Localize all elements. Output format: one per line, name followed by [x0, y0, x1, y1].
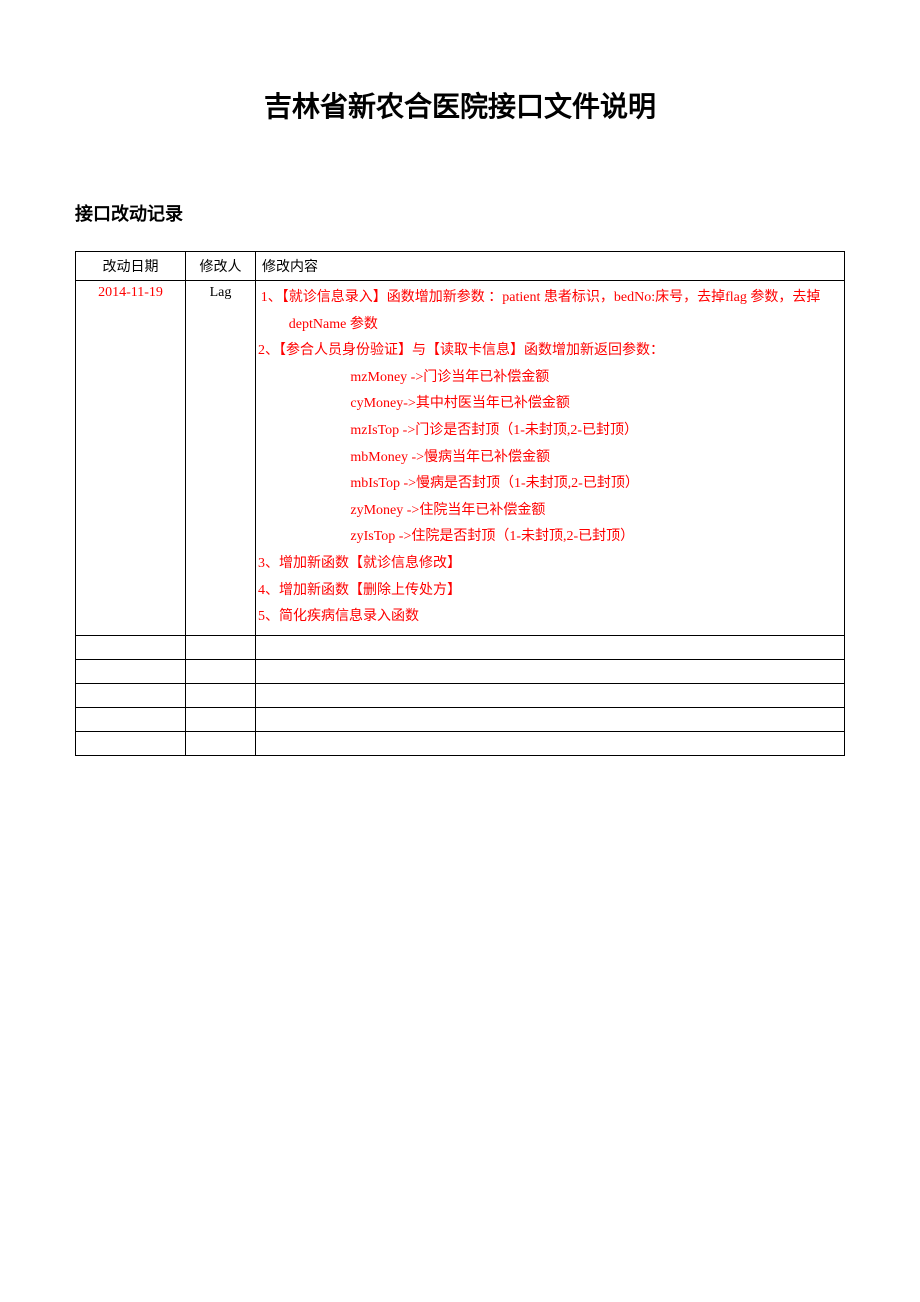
- empty-cell: [76, 635, 186, 659]
- col-header-content: 修改内容: [256, 252, 845, 281]
- content-line: zyIsTop ->住院是否封顶（1-未封顶,2-已封顶）: [258, 524, 838, 551]
- empty-cell: [186, 683, 256, 707]
- content-line: 1、【就诊信息录入】函数增加新参数 ：patient 患者标识，bedNo:床号…: [258, 285, 838, 338]
- document-title: 吉林省新农合医院接口文件说明: [75, 85, 845, 125]
- empty-cell: [256, 731, 845, 755]
- content-line: mzMoney ->门诊当年已补偿金额: [258, 365, 838, 392]
- empty-cell: [186, 707, 256, 731]
- empty-cell: [256, 659, 845, 683]
- table-header-row: 改动日期 修改人 修改内容: [76, 252, 845, 281]
- table-row-empty: [76, 659, 845, 683]
- content-line: cyMoney->其中村医当年已补偿金额: [258, 391, 838, 418]
- empty-cell: [76, 707, 186, 731]
- content-line: zyMoney ->住院当年已补偿金额: [258, 498, 838, 525]
- table-body: 2014-11-19 Lag 1、【就诊信息录入】函数增加新参数 ：patien…: [76, 281, 845, 756]
- content-line: 2、【参合人员身份验证】与【读取卡信息】函数增加新返回参数：: [258, 338, 838, 365]
- table-row-empty: [76, 635, 845, 659]
- content-line: 5、简化疾病信息录入函数: [258, 604, 838, 631]
- empty-cell: [76, 659, 186, 683]
- content-line: 4、增加新函数【删除上传处方】: [258, 578, 838, 605]
- section-title: 接口改动记录: [75, 200, 845, 226]
- empty-cell: [186, 635, 256, 659]
- col-header-author: 修改人: [186, 252, 256, 281]
- changelog-table: 改动日期 修改人 修改内容 2014-11-19 Lag 1、【就诊信息录入】函…: [75, 251, 845, 756]
- table-row-empty: [76, 707, 845, 731]
- empty-cell: [256, 683, 845, 707]
- empty-cell: [76, 731, 186, 755]
- content-line: mbMoney ->慢病当年已补偿金额: [258, 445, 838, 472]
- empty-cell: [256, 707, 845, 731]
- col-header-date: 改动日期: [76, 252, 186, 281]
- table-row-empty: [76, 731, 845, 755]
- cell-date: 2014-11-19: [76, 281, 186, 636]
- content-line: 3、增加新函数【就诊信息修改】: [258, 551, 838, 578]
- content-line: mzIsTop ->门诊是否封顶（1-未封顶,2-已封顶）: [258, 418, 838, 445]
- cell-content: 1、【就诊信息录入】函数增加新参数 ：patient 患者标识，bedNo:床号…: [256, 281, 845, 636]
- empty-cell: [256, 635, 845, 659]
- empty-cell: [186, 731, 256, 755]
- cell-author: Lag: [186, 281, 256, 636]
- empty-cell: [76, 683, 186, 707]
- table-row-empty: [76, 683, 845, 707]
- content-line: mbIsTop ->慢病是否封顶（1-未封顶,2-已封顶）: [258, 471, 838, 498]
- table-row: 2014-11-19 Lag 1、【就诊信息录入】函数增加新参数 ：patien…: [76, 281, 845, 636]
- empty-cell: [186, 659, 256, 683]
